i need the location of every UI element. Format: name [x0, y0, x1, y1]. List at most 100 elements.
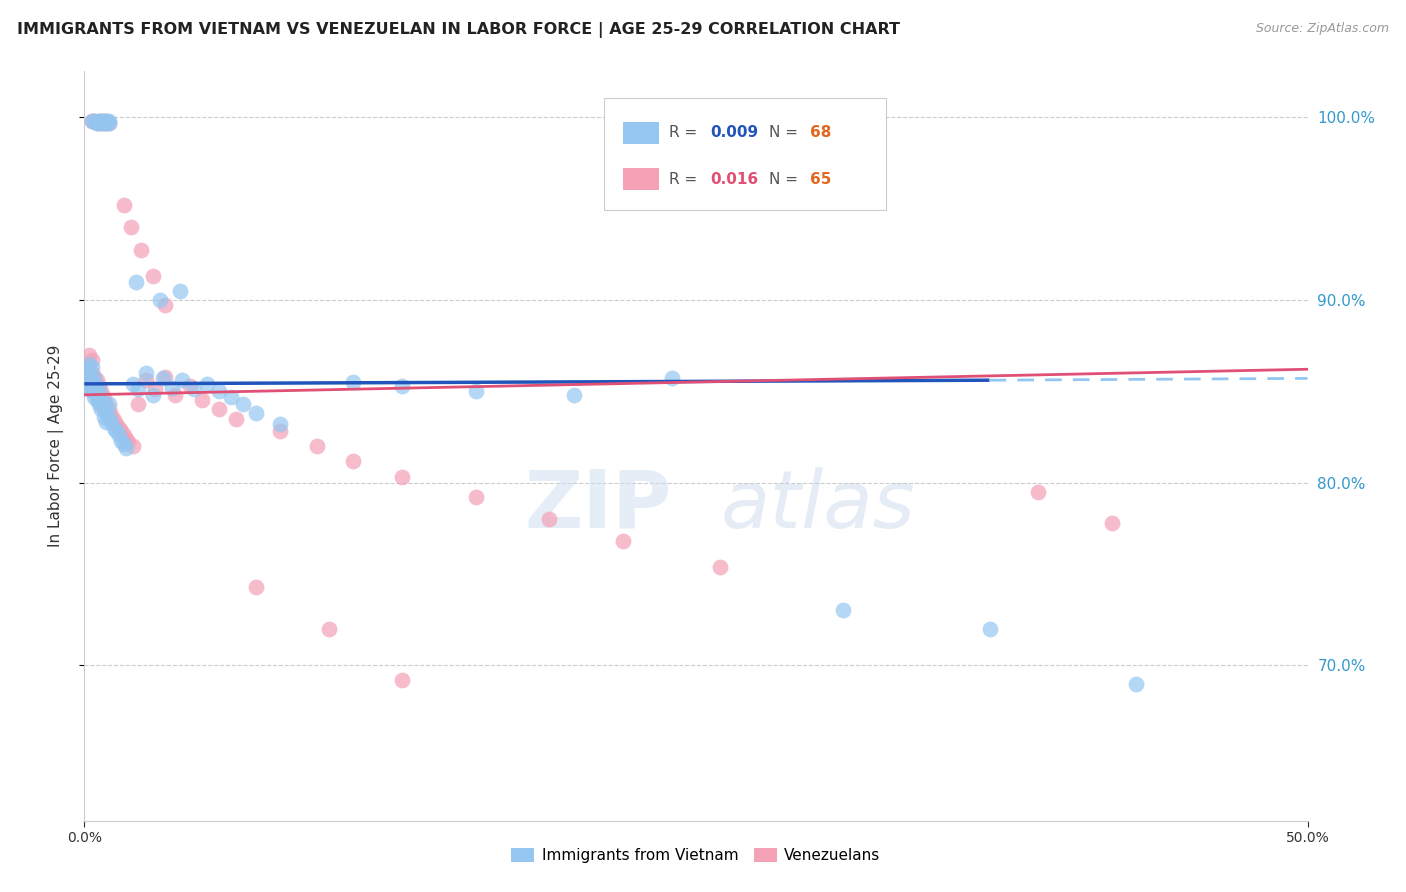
Legend: Immigrants from Vietnam, Venezuelans: Immigrants from Vietnam, Venezuelans: [505, 842, 887, 869]
Immigrants from Vietnam: [100, 415, 122, 429]
Immigrants from Vietnam: [87, 113, 110, 128]
Immigrants from Vietnam: [83, 380, 105, 394]
Venezuelans: [86, 373, 108, 387]
Immigrants from Vietnam: [87, 115, 110, 129]
Immigrants from Vietnam: [86, 115, 108, 129]
Immigrants from Vietnam: [97, 115, 120, 129]
Immigrants from Vietnam: [142, 388, 165, 402]
Venezuelans: [391, 673, 413, 687]
FancyBboxPatch shape: [623, 168, 659, 190]
Venezuelans: [90, 397, 112, 411]
Immigrants from Vietnam: [87, 397, 110, 411]
Venezuelans: [538, 512, 561, 526]
Immigrants from Vietnam: [169, 284, 191, 298]
Immigrants from Vietnam: [93, 113, 115, 128]
Immigrants from Vietnam: [107, 428, 129, 442]
Immigrants from Vietnam: [979, 622, 1001, 636]
Venezuelans: [80, 380, 103, 394]
Venezuelans: [77, 375, 100, 389]
Venezuelans: [83, 113, 105, 128]
Venezuelans: [112, 198, 135, 212]
Venezuelans: [96, 115, 118, 129]
Venezuelans: [112, 428, 135, 442]
Immigrants from Vietnam: [83, 390, 105, 404]
Venezuelans: [86, 115, 108, 129]
Venezuelans: [77, 348, 100, 362]
Immigrants from Vietnam: [96, 415, 118, 429]
Immigrants from Vietnam: [219, 390, 242, 404]
Immigrants from Vietnam: [93, 397, 115, 411]
Immigrants from Vietnam: [90, 402, 112, 417]
Immigrants from Vietnam: [80, 360, 103, 375]
Venezuelans: [97, 402, 120, 417]
Text: atlas: atlas: [720, 467, 915, 545]
Venezuelans: [1028, 484, 1050, 499]
Venezuelans: [87, 113, 110, 128]
FancyBboxPatch shape: [605, 97, 886, 210]
Venezuelans: [83, 369, 105, 384]
Venezuelans: [153, 369, 176, 384]
Immigrants from Vietnam: [77, 357, 100, 371]
Immigrants from Vietnam: [96, 115, 118, 129]
Immigrants from Vietnam: [77, 380, 100, 394]
Venezuelans: [80, 366, 103, 380]
Venezuelans: [80, 353, 103, 368]
Immigrants from Vietnam: [110, 434, 132, 448]
Venezuelans: [464, 490, 486, 504]
Immigrants from Vietnam: [97, 409, 120, 424]
Immigrants from Vietnam: [195, 376, 218, 391]
Venezuelans: [318, 622, 340, 636]
Text: IMMIGRANTS FROM VIETNAM VS VENEZUELAN IN LABOR FORCE | AGE 25-29 CORRELATION CHA: IMMIGRANTS FROM VIETNAM VS VENEZUELAN IN…: [17, 22, 900, 38]
Immigrants from Vietnam: [93, 115, 115, 129]
Immigrants from Vietnam: [661, 371, 683, 385]
Immigrants from Vietnam: [208, 384, 231, 399]
Immigrants from Vietnam: [105, 425, 128, 439]
Immigrants from Vietnam: [90, 113, 112, 128]
Venezuelans: [153, 298, 176, 312]
Venezuelans: [105, 417, 128, 431]
Immigrants from Vietnam: [122, 376, 145, 391]
Venezuelans: [90, 113, 112, 128]
Venezuelans: [391, 470, 413, 484]
Immigrants from Vietnam: [112, 437, 135, 451]
Venezuelans: [107, 421, 129, 435]
Venezuelans: [163, 388, 186, 402]
Venezuelans: [93, 115, 115, 129]
Immigrants from Vietnam: [76, 375, 98, 389]
Immigrants from Vietnam: [80, 384, 103, 399]
Immigrants from Vietnam: [391, 378, 413, 392]
Immigrants from Vietnam: [83, 113, 105, 128]
Immigrants from Vietnam: [83, 369, 105, 384]
FancyBboxPatch shape: [623, 121, 659, 145]
Text: N =: N =: [769, 126, 803, 140]
Immigrants from Vietnam: [152, 371, 174, 385]
Immigrants from Vietnam: [97, 113, 120, 128]
Venezuelans: [93, 402, 115, 417]
Venezuelans: [127, 397, 149, 411]
Venezuelans: [120, 219, 142, 234]
Venezuelans: [342, 453, 364, 467]
Text: 68: 68: [810, 126, 831, 140]
Venezuelans: [103, 413, 125, 427]
Venezuelans: [179, 378, 201, 392]
Text: 0.016: 0.016: [710, 171, 759, 186]
Venezuelans: [93, 113, 115, 128]
Venezuelans: [115, 432, 138, 446]
Immigrants from Vietnam: [342, 375, 364, 389]
Venezuelans: [110, 425, 132, 439]
Venezuelans: [77, 362, 100, 376]
Venezuelans: [142, 268, 165, 283]
Venezuelans: [191, 393, 214, 408]
Venezuelans: [612, 534, 634, 549]
Venezuelans: [208, 402, 231, 417]
Venezuelans: [1101, 516, 1123, 530]
Venezuelans: [135, 373, 157, 387]
Text: 65: 65: [810, 171, 831, 186]
Venezuelans: [86, 388, 108, 402]
Immigrants from Vietnam: [125, 275, 148, 289]
Venezuelans: [90, 384, 112, 399]
Immigrants from Vietnam: [562, 388, 585, 402]
Venezuelans: [100, 408, 122, 422]
Immigrants from Vietnam: [80, 113, 103, 128]
Immigrants from Vietnam: [103, 421, 125, 435]
